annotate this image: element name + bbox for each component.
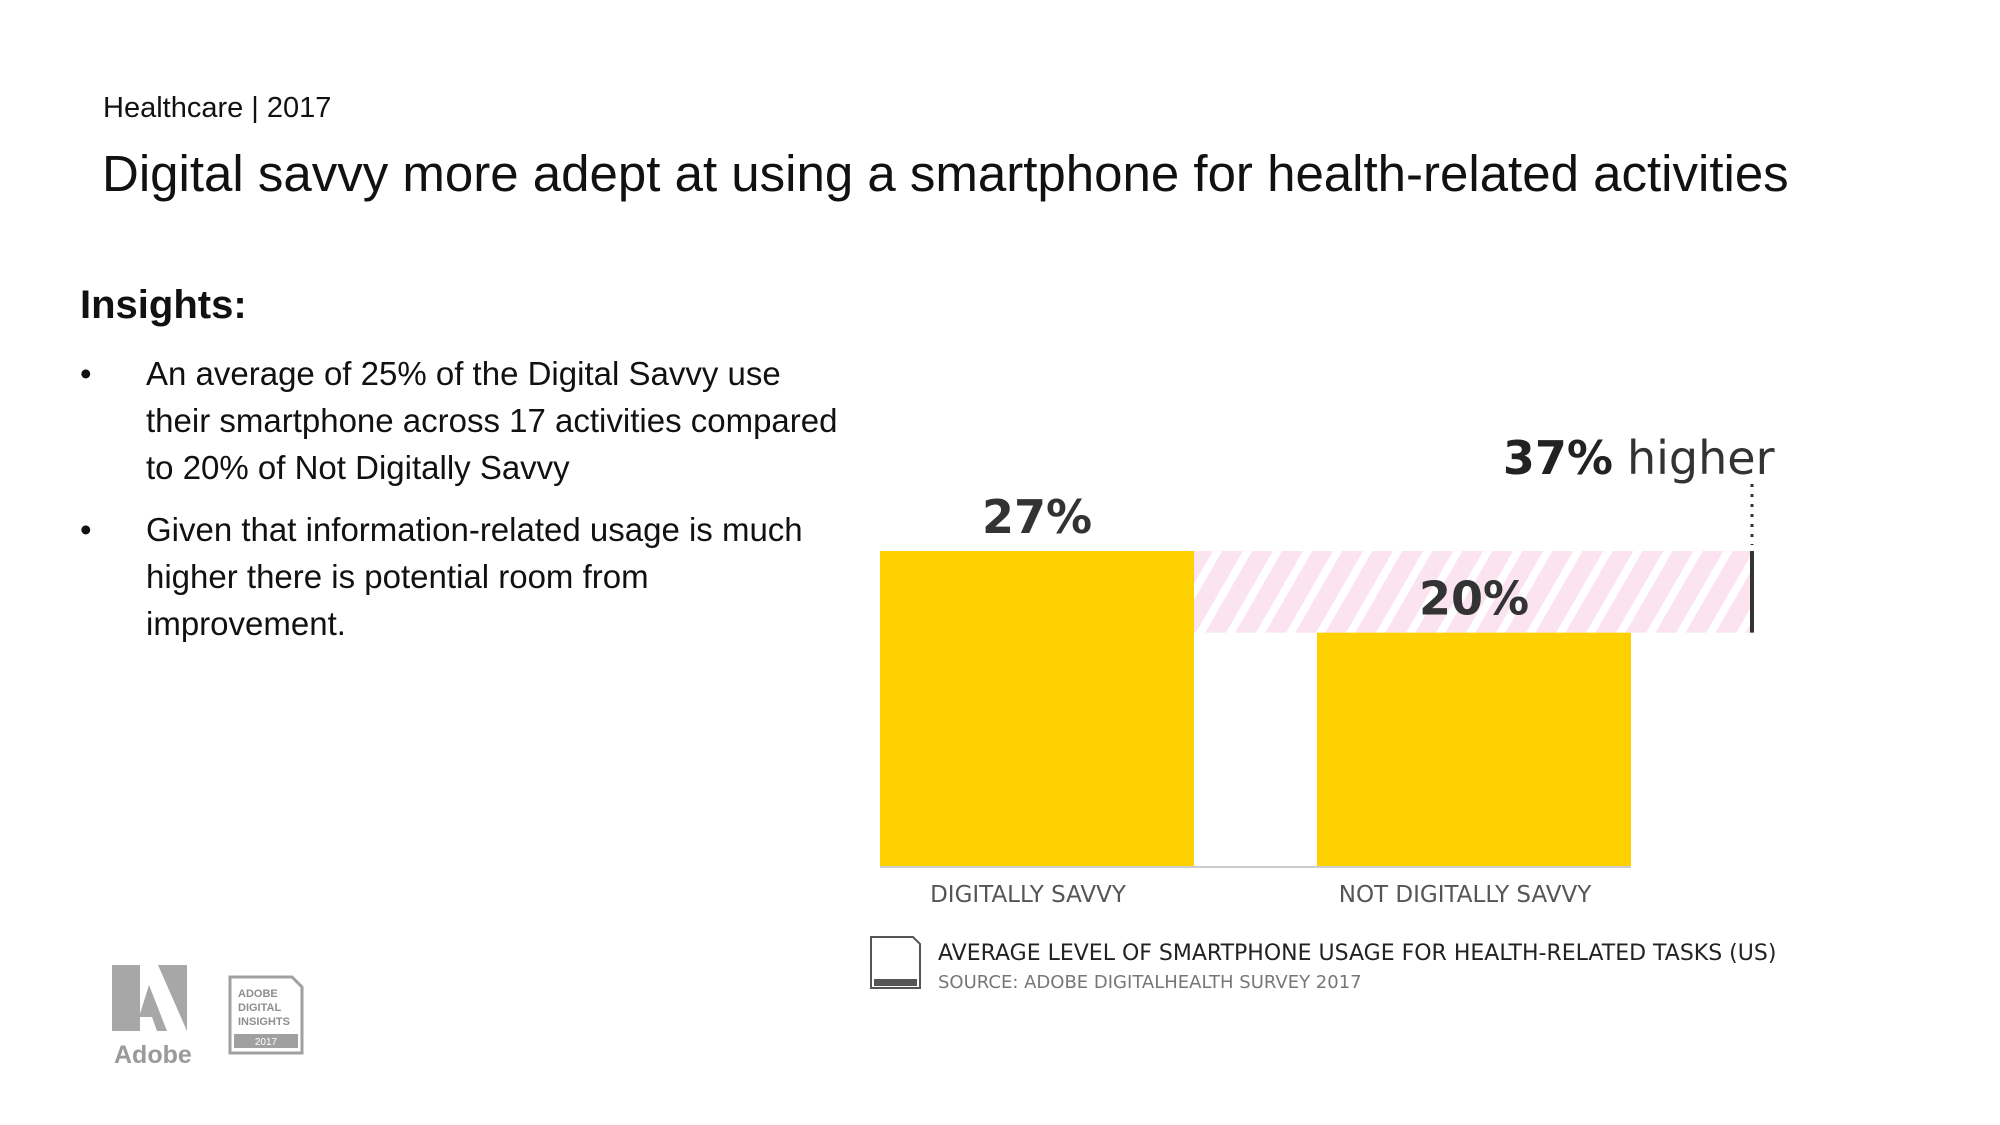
badge-year: 2017 <box>255 1037 278 1048</box>
insights-list: • An average of 25% of the Digital Savvy … <box>80 350 840 662</box>
bar-not-digitally-savvy <box>1317 632 1631 866</box>
insight-bullet: • An average of 25% of the Digital Savvy … <box>80 350 840 491</box>
chart-source: SOURCE: ADOBE DIGITALHEALTH SURVEY 2017 <box>938 972 1362 993</box>
chart-caption: AVERAGE LEVEL OF SMARTPHONE USAGE FOR HE… <box>938 941 1776 966</box>
badge-line: ADOBE <box>238 988 278 1000</box>
adobe-logo-icon: Adobe <box>112 965 192 1069</box>
badge-line: DIGITAL <box>238 1002 281 1014</box>
adobe-logo-text: Adobe <box>114 1041 192 1069</box>
difference-label: higher <box>1627 431 1775 485</box>
insight-text: Given that information-related usage is … <box>146 511 803 642</box>
category-label: DIGITALLY SAVVY <box>930 882 1127 908</box>
difference-value: 37% <box>1503 431 1613 485</box>
adobe-digital-insights-badge-icon: ADOBE DIGITAL INSIGHTS 2017 <box>228 975 304 1055</box>
bar-digitally-savvy <box>880 551 1194 866</box>
insight-text: An average of 25% of the Digital Savvy u… <box>146 355 838 486</box>
bullet-icon: • <box>80 511 92 548</box>
insights-heading: Insights: <box>80 283 247 327</box>
bullet-icon: • <box>80 355 92 392</box>
category-label: NOT DIGITALLY SAVVY <box>1339 882 1592 908</box>
section-kicker: Healthcare | 2017 <box>103 92 332 124</box>
bar-value-label: 20% <box>1419 572 1529 626</box>
page-title: Digital savvy more adept at using a smar… <box>102 145 1789 202</box>
difference-band <box>1194 551 1750 633</box>
insight-bullet: • Given that information-related usage is… <box>80 506 840 647</box>
badge-line: INSIGHTS <box>238 1016 290 1028</box>
chart-caption-badge-icon <box>870 936 921 989</box>
bar-value-label: 27% <box>982 490 1092 544</box>
